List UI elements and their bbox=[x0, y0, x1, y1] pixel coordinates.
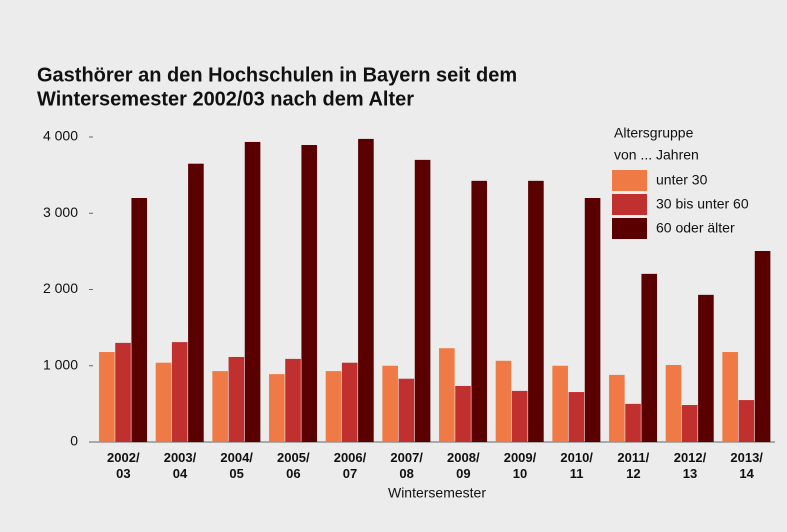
bar bbox=[341, 362, 358, 442]
legend-swatch bbox=[612, 218, 647, 239]
bar bbox=[754, 250, 771, 442]
y-tick-label: 3 000 bbox=[43, 204, 78, 220]
legend-title: Altersgruppe bbox=[614, 125, 694, 141]
bar bbox=[285, 358, 301, 442]
bar bbox=[244, 141, 261, 443]
bar bbox=[722, 352, 738, 442]
bar bbox=[358, 138, 374, 442]
bar bbox=[568, 392, 585, 442]
legend-swatch bbox=[612, 170, 647, 191]
x-tick-label: 2004/05 bbox=[220, 450, 253, 481]
bar bbox=[584, 198, 601, 442]
bar bbox=[115, 342, 131, 442]
bar bbox=[528, 180, 544, 442]
bar bbox=[625, 403, 641, 442]
bar bbox=[382, 365, 398, 442]
legend-label: 30 bis unter 60 bbox=[656, 196, 749, 212]
bar bbox=[439, 348, 455, 442]
bar bbox=[228, 356, 245, 442]
bar bbox=[269, 374, 285, 442]
x-tick-label: 2002/03 bbox=[107, 450, 140, 481]
legend-swatch bbox=[612, 194, 647, 215]
bar bbox=[641, 273, 658, 442]
y-tick-label: 1 000 bbox=[43, 356, 78, 372]
bar bbox=[665, 364, 682, 442]
y-tick-label: 2 000 bbox=[43, 280, 78, 296]
bar bbox=[552, 365, 568, 442]
bar bbox=[99, 352, 115, 442]
y-tick-label: 4 000 bbox=[43, 128, 78, 144]
x-tick-label: 2006/07 bbox=[334, 450, 367, 481]
x-tick-label: 2007/08 bbox=[390, 450, 423, 481]
chart-title: Wintersemester 2002/03 nach dem Alter bbox=[37, 88, 414, 110]
x-tick-label: 2009/10 bbox=[504, 450, 537, 481]
bar bbox=[398, 378, 415, 442]
bar bbox=[511, 390, 528, 442]
x-axis-label: Wintersemester bbox=[388, 485, 486, 501]
x-tick-label: 2005/06 bbox=[277, 450, 310, 481]
x-tick-label: 2008/09 bbox=[447, 450, 480, 481]
bar bbox=[301, 145, 318, 442]
bar bbox=[738, 400, 755, 442]
bar bbox=[171, 342, 188, 442]
bar bbox=[698, 294, 714, 442]
bar bbox=[471, 180, 488, 442]
legend-label: 60 oder älter bbox=[656, 220, 735, 236]
x-tick-label: 2003/04 bbox=[164, 450, 197, 481]
bar bbox=[155, 362, 172, 442]
bar bbox=[609, 374, 625, 442]
legend-title: von ... Jahren bbox=[614, 147, 699, 163]
bar bbox=[455, 385, 471, 442]
y-tick-label: 0 bbox=[70, 433, 78, 449]
bar bbox=[212, 371, 228, 442]
bar bbox=[188, 163, 204, 442]
bar bbox=[131, 198, 148, 442]
bar bbox=[681, 405, 698, 442]
x-tick-label: 2011/12 bbox=[617, 450, 649, 481]
bar bbox=[325, 371, 342, 442]
bar bbox=[414, 159, 431, 442]
x-tick-label: 2010/11 bbox=[560, 450, 593, 481]
x-tick-label: 2012/13 bbox=[674, 450, 707, 481]
chart-title: Gasthörer an den Hochschulen in Bayern s… bbox=[37, 64, 517, 86]
legend-label: unter 30 bbox=[656, 172, 708, 188]
bar bbox=[495, 360, 512, 442]
x-tick-label: 2013/14 bbox=[730, 450, 763, 481]
